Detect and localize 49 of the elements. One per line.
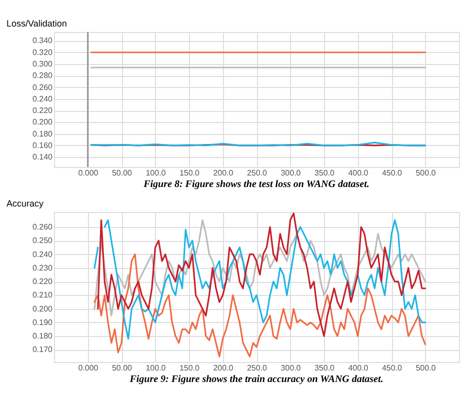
- y-tick-label: 0.260: [32, 82, 54, 92]
- y-tick-label: 0.260: [32, 222, 54, 232]
- x-tick-label: 250.0: [246, 168, 268, 178]
- y-tick-label: 0.210: [32, 290, 54, 300]
- y-tick-label: 0.170: [32, 345, 54, 354]
- y-tick-label: 0.220: [32, 106, 54, 116]
- x-tick-label: 500.0: [416, 168, 436, 178]
- y-tick-label: 0.220: [32, 277, 54, 286]
- line-series: [94, 219, 426, 316]
- y-tick-label: 0.190: [32, 318, 54, 327]
- x-tick-label: 400.0: [348, 364, 369, 372]
- y-tick-label: 0.160: [32, 140, 54, 150]
- x-tick-label: 150.0: [179, 168, 200, 178]
- y-tick-label: 0.140: [32, 152, 54, 162]
- x-tick-label: 450.0: [382, 364, 403, 372]
- x-tick-label: 200.0: [213, 364, 234, 372]
- x-tick-label: 350.0: [314, 168, 336, 178]
- caption: Figure 8: Figure shows the test loss on WANG dataset.: [142, 179, 370, 190]
- y-tick-label: 0.240: [32, 94, 54, 104]
- y-tick-label: 0.180: [32, 129, 54, 138]
- y-tick-label: 0.340: [32, 36, 54, 46]
- x-tick-label: 350.0: [314, 364, 336, 372]
- x-tick-label: 200.0: [213, 168, 234, 178]
- x-tick-label: 0.000: [78, 364, 99, 372]
- x-tick-label: 50.00: [112, 364, 133, 372]
- x-tick-label: 100.0: [146, 168, 166, 178]
- line-series: [94, 253, 426, 358]
- y-axis-title: Loss/Validation: [6, 18, 67, 28]
- x-tick-label: 450.0: [382, 168, 403, 178]
- x-tick-label: 300.0: [280, 168, 302, 178]
- x-tick-label: 250.0: [246, 364, 268, 372]
- y-tick-label: 0.200: [32, 304, 54, 314]
- x-tick-label: 150.0: [179, 364, 200, 372]
- x-tick-label: 100.0: [146, 364, 166, 372]
- y-tick-label: 0.200: [32, 118, 54, 127]
- y-tick-label: 0.240: [32, 250, 54, 259]
- y-tick-label: 0.300: [32, 60, 54, 69]
- x-tick-label: 500.0: [416, 364, 436, 372]
- y-tick-label: 0.320: [32, 48, 54, 57]
- y-tick-label: 0.180: [32, 332, 54, 341]
- y-axis-title: Accuracy: [6, 198, 44, 208]
- x-tick-label: 300.0: [280, 364, 302, 372]
- y-tick-label: 0.280: [32, 71, 54, 80]
- x-tick-label: 400.0: [348, 168, 369, 178]
- x-tick-label: 0.000: [78, 168, 99, 178]
- y-tick-label: 0.230: [32, 263, 54, 272]
- caption: Figure 9: Figure shows the train accuracy on WANG dataset.: [128, 374, 384, 385]
- y-tick-label: 0.250: [32, 236, 54, 246]
- x-tick-label: 50.00: [112, 168, 133, 178]
